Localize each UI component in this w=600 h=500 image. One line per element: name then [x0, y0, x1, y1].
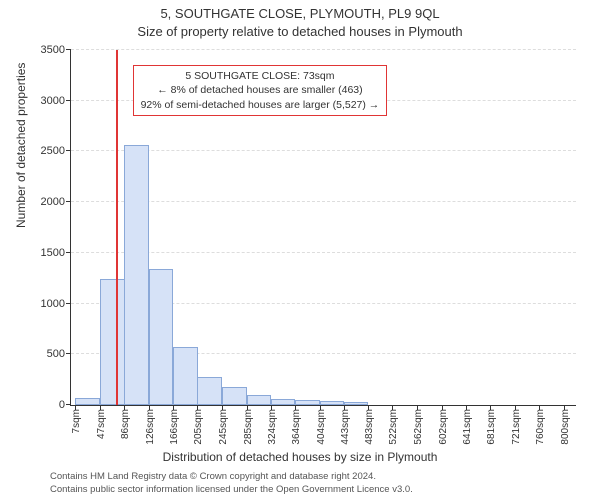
- x-tick-label: 404sqm: [316, 409, 327, 445]
- y-tick-label: 2500: [41, 145, 65, 157]
- x-tick-label: 245sqm: [218, 409, 229, 445]
- x-tick-label: 86sqm: [120, 409, 131, 439]
- x-tick-label: 522sqm: [388, 409, 399, 445]
- x-tick-label: 285sqm: [243, 409, 254, 445]
- x-tick-label: 7sqm: [71, 409, 82, 433]
- y-tick-mark: [66, 49, 71, 50]
- x-tick-label: 126sqm: [145, 409, 156, 445]
- x-tick-label: 602sqm: [438, 409, 449, 445]
- histogram-bar: [197, 377, 222, 405]
- y-tick-mark: [66, 100, 71, 101]
- annotation-line: 92% of semi-detached houses are larger (…: [141, 98, 380, 112]
- x-tick-label: 166sqm: [169, 409, 180, 445]
- histogram-bar: [124, 145, 149, 405]
- footer-line: Contains public sector information licen…: [50, 484, 413, 496]
- histogram-bar: [320, 401, 345, 405]
- gridline: [71, 49, 576, 50]
- histogram-bar: [247, 395, 272, 405]
- y-tick-label: 3000: [41, 95, 65, 107]
- x-tick-label: 205sqm: [193, 409, 204, 445]
- x-tick-label: 324sqm: [267, 409, 278, 445]
- x-tick-label: 483sqm: [364, 409, 375, 445]
- x-tick-label: 681sqm: [486, 409, 497, 445]
- histogram-bar: [271, 399, 296, 405]
- x-tick-label: 760sqm: [535, 409, 546, 445]
- histogram-bar: [173, 347, 198, 405]
- x-axis-label: Distribution of detached houses by size …: [0, 450, 600, 464]
- x-tick-label: 47sqm: [96, 409, 107, 439]
- chart-container: 5, SOUTHGATE CLOSE, PLYMOUTH, PL9 9QL Si…: [0, 0, 600, 500]
- y-tick-label: 1500: [41, 247, 65, 259]
- y-tick-mark: [66, 150, 71, 151]
- x-tick-label: 641sqm: [462, 409, 473, 445]
- histogram-bar: [100, 279, 125, 405]
- histogram-bar: [75, 398, 100, 405]
- x-tick-label: 443sqm: [340, 409, 351, 445]
- annotation-box: 5 SOUTHGATE CLOSE: 73sqm← 8% of detached…: [133, 65, 388, 116]
- histogram-bar: [295, 400, 320, 405]
- x-tick-label: 562sqm: [413, 409, 424, 445]
- y-tick-mark: [66, 353, 71, 354]
- y-tick-mark: [66, 252, 71, 253]
- annotation-line: 5 SOUTHGATE CLOSE: 73sqm: [141, 69, 380, 83]
- x-tick-label: 800sqm: [560, 409, 571, 445]
- x-tick-label: 721sqm: [511, 409, 522, 445]
- chart-title: 5, SOUTHGATE CLOSE, PLYMOUTH, PL9 9QL: [0, 6, 600, 21]
- y-tick-mark: [66, 404, 71, 405]
- y-tick-mark: [66, 201, 71, 202]
- reference-line: [116, 50, 118, 405]
- y-tick-label: 500: [47, 348, 65, 360]
- chart-subtitle: Size of property relative to detached ho…: [0, 24, 600, 39]
- histogram-bar: [149, 269, 174, 405]
- footer-line: Contains HM Land Registry data © Crown c…: [50, 471, 413, 483]
- histogram-bar: [222, 387, 247, 405]
- annotation-line: ← 8% of detached houses are smaller (463…: [141, 83, 380, 97]
- y-tick-label: 2000: [41, 196, 65, 208]
- footer-attribution: Contains HM Land Registry data © Crown c…: [50, 471, 413, 496]
- y-tick-label: 3500: [41, 44, 65, 56]
- x-tick-label: 364sqm: [291, 409, 302, 445]
- y-tick-label: 1000: [41, 298, 65, 310]
- histogram-bar: [344, 402, 369, 405]
- y-tick-label: 0: [59, 399, 65, 411]
- plot-area: 05001000150020002500300035007sqm47sqm86s…: [70, 50, 576, 406]
- y-axis-label: Number of detached properties: [14, 63, 28, 228]
- y-tick-mark: [66, 303, 71, 304]
